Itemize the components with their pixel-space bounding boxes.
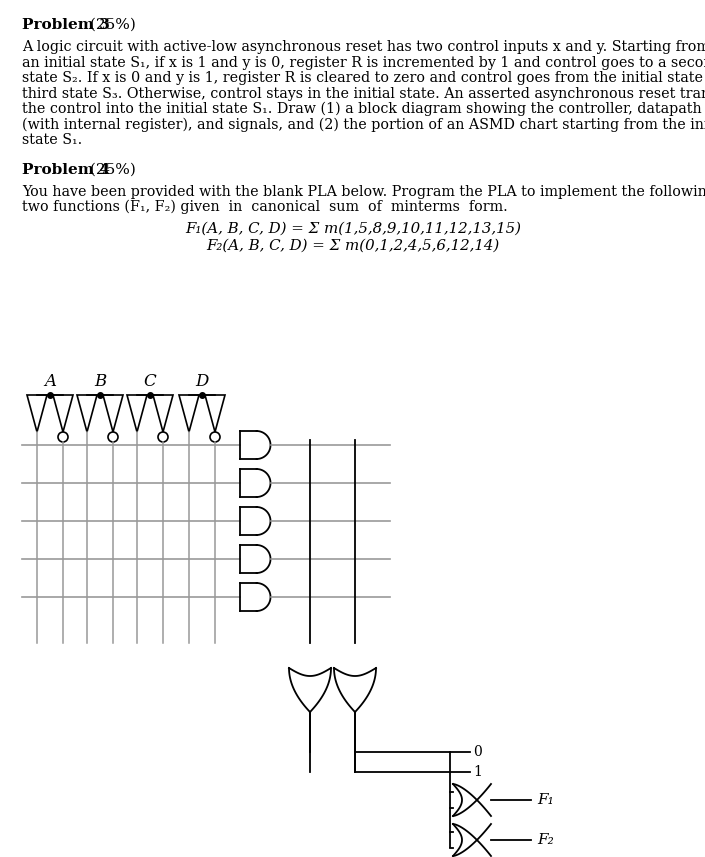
Text: state S₂. If x is 0 and y is 1, register R is cleared to zero and control goes f: state S₂. If x is 0 and y is 1, register… <box>22 71 705 85</box>
Text: F₁: F₁ <box>537 793 553 807</box>
Text: A logic circuit with active-low asynchronous reset has two control inputs x and : A logic circuit with active-low asynchro… <box>22 40 705 54</box>
Text: Problem 3: Problem 3 <box>22 18 110 32</box>
Text: F₂(A, B, C, D) = Σ m(0,1,2,4,5,6,12,14): F₂(A, B, C, D) = Σ m(0,1,2,4,5,6,12,14) <box>207 239 500 253</box>
Text: You have been provided with the blank PLA below. Program the PLA to implement th: You have been provided with the blank PL… <box>22 184 705 199</box>
Text: an initial state S₁, if x is 1 and y is 0, register R is incremented by 1 and co: an initial state S₁, if x is 1 and y is … <box>22 56 705 69</box>
Text: the control into the initial state S₁. Draw (1) a block diagram showing the cont: the control into the initial state S₁. D… <box>22 102 705 117</box>
Text: C: C <box>144 373 157 390</box>
Text: (25%): (25%) <box>85 18 136 32</box>
Text: 1: 1 <box>473 765 482 779</box>
Text: F₂: F₂ <box>537 833 553 847</box>
Text: D: D <box>195 373 209 390</box>
Text: A: A <box>44 373 56 390</box>
Text: F₁(A, B, C, D) = Σ m(1,5,8,9,10,11,12,13,15): F₁(A, B, C, D) = Σ m(1,5,8,9,10,11,12,13… <box>185 221 521 236</box>
Text: (25%): (25%) <box>85 163 136 177</box>
Text: state S₁.: state S₁. <box>22 133 82 147</box>
Text: Problem 4: Problem 4 <box>22 163 110 177</box>
Text: (with internal register), and signals, and (2) the portion of an ASMD chart star: (with internal register), and signals, a… <box>22 117 705 132</box>
Text: third state S₃. Otherwise, control stays in the initial state. An asserted async: third state S₃. Otherwise, control stays… <box>22 87 705 100</box>
Text: B: B <box>94 373 106 390</box>
Text: two functions (F₁, F₂) given  in  canonical  sum  of  minterms  form.: two functions (F₁, F₂) given in canonica… <box>22 200 508 214</box>
Text: 0: 0 <box>473 745 482 759</box>
